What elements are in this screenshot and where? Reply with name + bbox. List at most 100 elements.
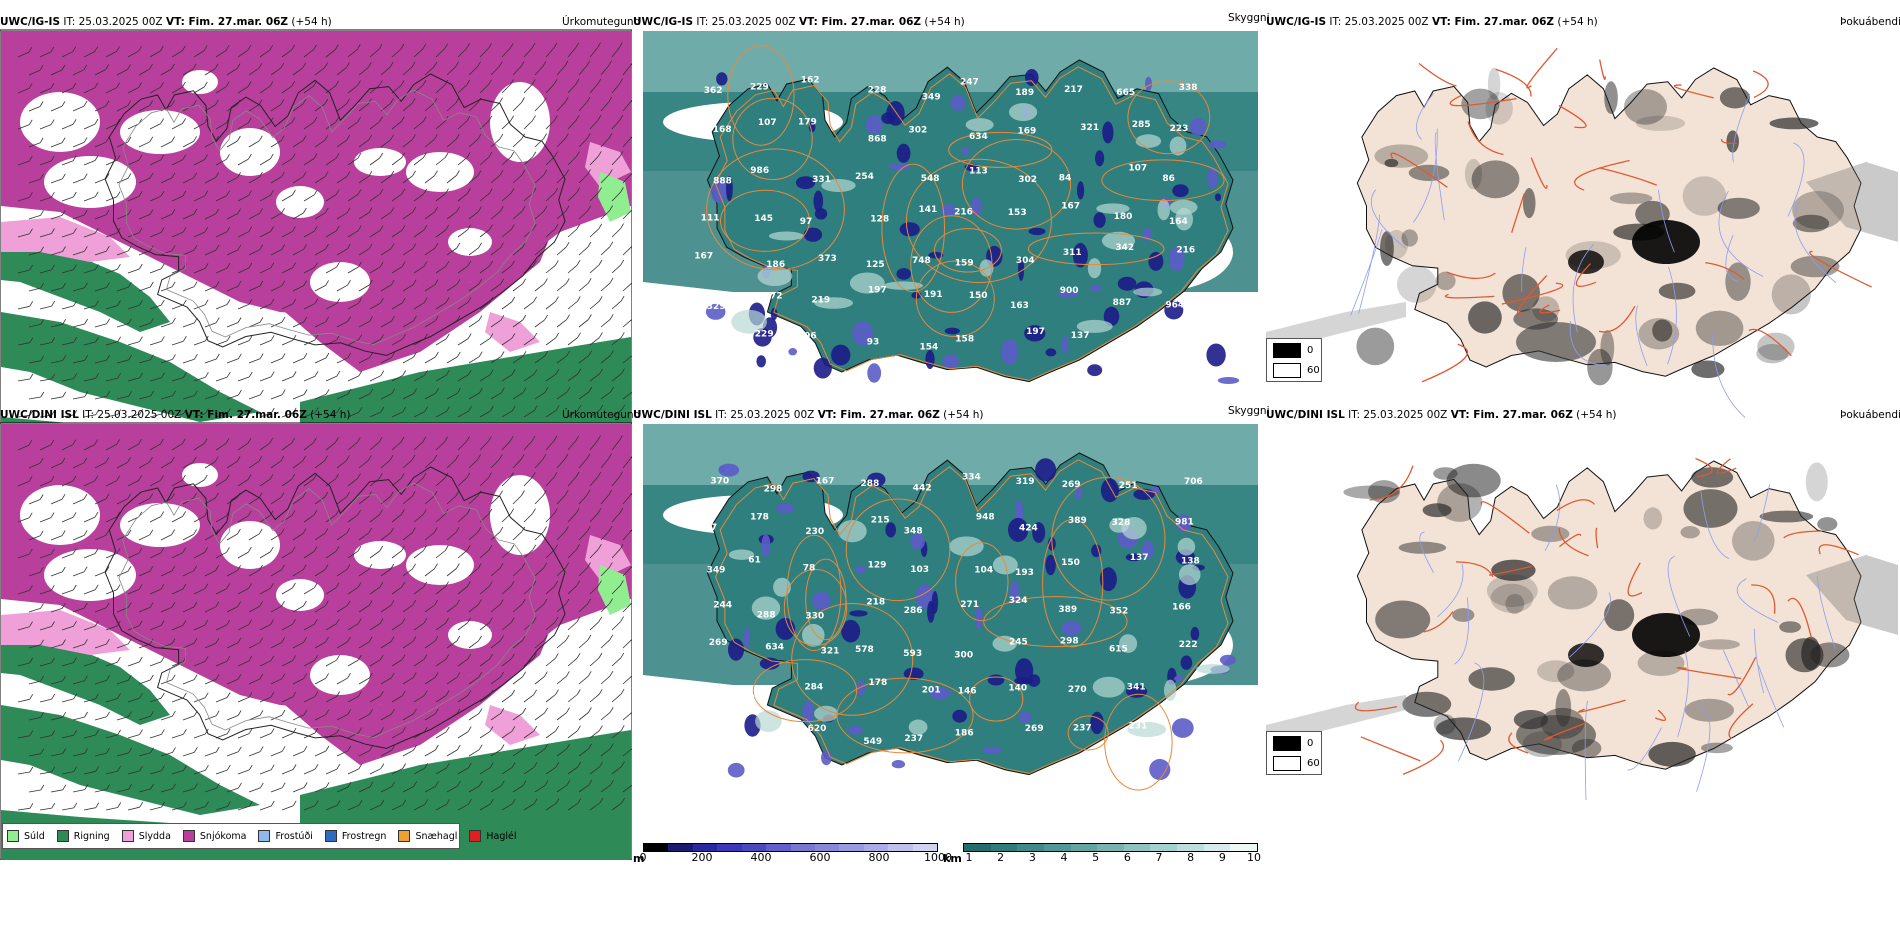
legend-swatch xyxy=(258,830,271,842)
visibility-panel: UWC/DINI ISL IT: 25.03.2025 00Z VT: Fim.… xyxy=(633,405,1270,865)
valid-time: VT: Fim. 27.mar. 06Z xyxy=(1431,16,1555,28)
init-time: IT: 25.03.2025 00Z xyxy=(711,409,818,421)
precip-map xyxy=(0,29,632,467)
cloud-base-value: 167 xyxy=(816,476,835,486)
legend-entry: Rigning xyxy=(56,830,110,842)
lead-time: (+54 h) xyxy=(306,409,351,421)
fog-legend: 0 60 xyxy=(1266,731,1322,775)
cloud-base-value: 330 xyxy=(805,612,824,622)
cloud-base-value: 154 xyxy=(920,342,939,352)
colorbar-cell xyxy=(1043,844,1071,851)
cloud-base-value: 578 xyxy=(855,645,874,655)
colorbar-tick: 8 xyxy=(1187,851,1195,864)
fog-legend-label: 0 xyxy=(1307,738,1314,749)
fog-legend-label: 0 xyxy=(1307,345,1314,356)
colorbar-tick: 1 xyxy=(965,851,973,864)
cloud-base-value: 338 xyxy=(1179,83,1198,93)
colorbar-tick: 400 xyxy=(750,851,772,864)
cloud-base-value: 222 xyxy=(1179,640,1198,650)
cloud-base-value: 304 xyxy=(1016,256,1035,266)
colorbar-cell xyxy=(964,844,991,851)
cloud-base-value: 178 xyxy=(750,513,769,523)
cloud-base-value: 270 xyxy=(1068,685,1087,695)
legend-label: Súld xyxy=(24,830,45,842)
model-name: UWC/DINI ISL xyxy=(1266,409,1345,421)
cloud-base-value: 197 xyxy=(1026,327,1045,337)
colorbar-cell xyxy=(814,844,840,851)
precip-map xyxy=(0,422,632,860)
legend-swatch xyxy=(7,830,19,842)
cloud-base-value: 166 xyxy=(1172,602,1191,612)
colorbar-cell xyxy=(1150,844,1178,851)
cloud-base-value: 324 xyxy=(1009,596,1028,606)
cloud-base-value: 424 xyxy=(1019,524,1038,534)
cloud-base-value: 298 xyxy=(1060,637,1079,647)
colorbar-cell xyxy=(1203,844,1231,851)
cloud-base-value: 193 xyxy=(1015,568,1034,578)
colorbar-cell xyxy=(912,844,938,851)
cloud-base-value: 261 xyxy=(707,328,726,338)
cloud-base-value: 349 xyxy=(707,565,726,575)
valid-time: VT: Fim. 27.mar. 06Z xyxy=(817,409,940,421)
legend-swatch xyxy=(56,830,69,842)
cloud-base-value: 634 xyxy=(765,643,784,653)
cloud-base-value: 269 xyxy=(1062,480,1081,490)
cloud-base-value: 288 xyxy=(757,611,776,621)
valid-time: VT: Fim. 27.mar. 06Z xyxy=(1450,409,1573,421)
cloud-base-value: 84 xyxy=(1059,174,1072,184)
cloud-base-value: 298 xyxy=(764,484,783,494)
colorbar-tick: 5 xyxy=(1092,851,1100,864)
cloud-base-value: 687 xyxy=(698,523,717,533)
cloud-base-value: 319 xyxy=(1016,477,1035,487)
cloud-base-value: 548 xyxy=(921,174,940,184)
init-time: IT: 25.03.2025 00Z xyxy=(1344,409,1451,421)
colorbar-cell xyxy=(644,844,669,851)
cloud-base-value: 948 xyxy=(976,513,995,523)
legend-entry: Súld xyxy=(7,830,45,842)
cloud-base-value: 164 xyxy=(1169,217,1188,227)
model-name: UWC/IG-IS xyxy=(633,16,694,28)
cloud-base-value: 248 xyxy=(699,722,718,732)
cloud-base-value: 285 xyxy=(1132,120,1151,130)
cloud-base-value: 665 xyxy=(1116,88,1135,98)
cloud-base-value: 251 xyxy=(1119,481,1138,491)
cloud-base-value: 229 xyxy=(750,82,769,92)
colorbar-tick: 1000 xyxy=(924,851,952,864)
legend-swatch xyxy=(121,830,134,842)
fog-legend-label: 60 xyxy=(1307,758,1320,769)
cloud-base-value: 269 xyxy=(709,638,728,648)
panel-header: UWC/IG-IS IT: 25.03.2025 00Z VT: Fim. 27… xyxy=(633,16,965,28)
cloud-base-value: 342 xyxy=(1115,243,1134,253)
cloud-base-value: 186 xyxy=(766,260,785,270)
cloud-base-value: 61 xyxy=(748,556,761,566)
colorbar-cell xyxy=(863,844,889,851)
legend-entry: Frostúði xyxy=(258,830,313,842)
cloud-base-value: 300 xyxy=(954,651,973,661)
precip-type-panel: UWC/DINI ISL IT: 25.03.2025 00Z VT: Fim.… xyxy=(0,405,640,860)
cloud-base-value: 86 xyxy=(1162,174,1175,184)
cloud-base-value: 964 xyxy=(1165,300,1184,310)
cloud-base-value: 167 xyxy=(694,252,713,262)
cloud-base-value: 93 xyxy=(867,337,880,347)
legend-entry: Snjókoma xyxy=(182,830,246,842)
cloud-base-value: 887 xyxy=(1113,298,1132,308)
legend-swatch xyxy=(324,830,337,842)
cloud-base-value: 141 xyxy=(919,205,938,215)
cloud-base-value: 138 xyxy=(1181,557,1200,567)
fog-map xyxy=(1266,457,1898,801)
cloud-base-value: 218 xyxy=(866,597,885,607)
cloud-base-value: 150 xyxy=(1061,558,1080,568)
colorbar-cell xyxy=(990,844,1018,851)
cloud-base-value: 593 xyxy=(903,649,922,659)
cloud-base-value: 362 xyxy=(704,86,723,96)
legend-entry: Haglél xyxy=(469,830,517,842)
model-name: UWC/IG-IS xyxy=(0,16,61,28)
panel-title: Þokuábendi xyxy=(1840,409,1900,421)
colorbar-tick: 800 xyxy=(868,851,890,864)
cloud-base-value: 169 xyxy=(1018,126,1037,136)
cloud-base-ticks: 0 200 400 600 800 1000 xyxy=(640,851,953,867)
precip-type-legend: Súld Rigning Slydda Snjókoma Frostúði Frostre… xyxy=(2,823,517,849)
colorbar-cell xyxy=(1230,844,1258,851)
cloud-base-value: 370 xyxy=(710,477,729,487)
colorbar-cell xyxy=(766,844,791,851)
